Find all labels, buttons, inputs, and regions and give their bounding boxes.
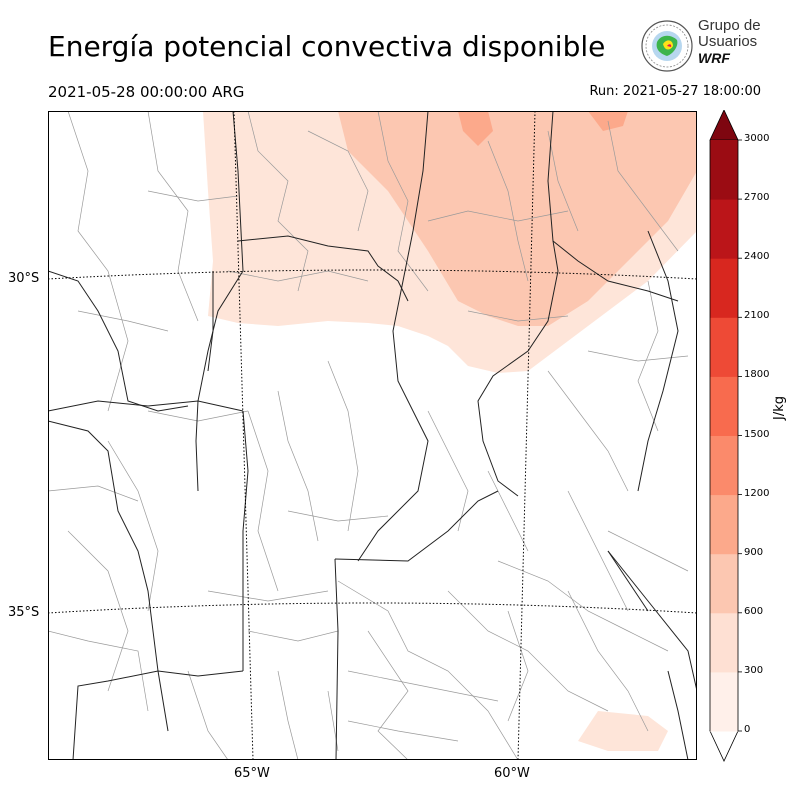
colorbar-tick-label: 1500: [744, 428, 770, 440]
colorbar-segment: [710, 199, 738, 259]
cape-level-600-900: [458, 111, 493, 146]
cape-contours: [203, 111, 697, 751]
department-borders: [48, 111, 689, 760]
colorbar-tick-label: 1800: [744, 369, 770, 381]
colorbar-tick-label: 0: [744, 724, 751, 735]
province-borders: [48, 111, 697, 760]
colorbar-segment: [710, 494, 738, 555]
cape-level-300-600: [338, 111, 697, 326]
colorbar-segment: [710, 435, 738, 496]
colorbar-segment: [710, 317, 738, 377]
logo-text: Grupo de Usuarios WRF: [698, 17, 761, 67]
chart-title: Energía potencial convectiva disponible: [48, 30, 606, 63]
colorbar-segment: [710, 671, 738, 732]
colorbar-extend-min: [709, 730, 739, 762]
colorbar-unit-label: J/kg: [772, 396, 787, 420]
lat-label-30s: 30°S: [8, 271, 40, 286]
graticule: [48, 111, 697, 760]
lon-label-60w: 60°W: [494, 766, 530, 781]
colorbar-tick-label: 2700: [744, 192, 770, 204]
colorbar-tick-label: 900: [744, 546, 764, 558]
map-panel: [48, 111, 697, 760]
colorbar-tick-label: 1200: [744, 487, 770, 499]
valid-time: 2021-05-28 00:00:00 ARG: [48, 83, 245, 101]
colorbar-segment: [710, 140, 738, 200]
lat-label-35s: 35°S: [8, 605, 40, 620]
logo-line-3: WRF: [698, 50, 730, 66]
colorbar: [709, 110, 742, 762]
colorbar-segment: [710, 553, 738, 614]
logo-line-1: Grupo de: [698, 17, 761, 34]
colorbar-tick-label: 600: [744, 605, 764, 617]
colorbar-segment: [710, 612, 738, 673]
colorbar-segment: [710, 258, 738, 318]
colorbar-extend-max: [709, 110, 739, 141]
colorbar-tick-label: 2400: [744, 251, 770, 263]
cape-level-0-300-b: [578, 711, 668, 751]
colorbar-segment: [710, 376, 738, 436]
lon-label-65w: 65°W: [234, 766, 270, 781]
run-time: Run: 2021-05-27 18:00:00: [589, 84, 761, 99]
colorbar-tick-label: 3000: [744, 133, 770, 144]
colorbar-tick-label: 300: [744, 664, 764, 676]
logo-line-2: Usuarios: [698, 33, 758, 50]
logo-emblem: [641, 20, 693, 72]
colorbar-tick-label: 2100: [744, 310, 770, 322]
